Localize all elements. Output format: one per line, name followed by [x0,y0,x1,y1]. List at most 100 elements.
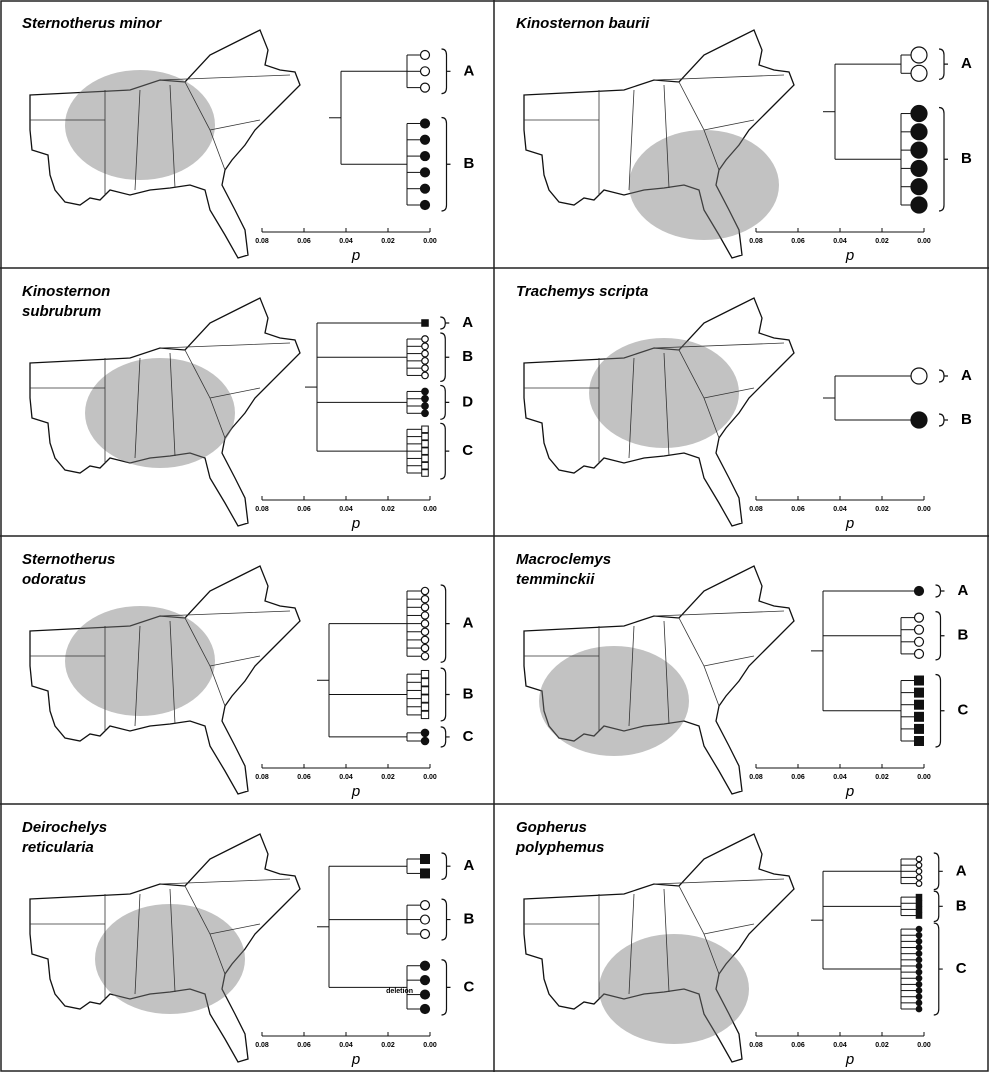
tip-symbol [421,51,430,60]
clade-bracket [441,585,450,662]
panel: Kinosternon baurii0.080.060.040.020.00pA… [516,15,972,264]
tick-label: 0.00 [917,506,931,513]
clade-label: A [464,857,475,874]
tip-symbol [916,900,922,906]
clade-bracket [440,385,449,419]
species-title: polyphemus [515,839,604,856]
tip-symbol [421,152,430,161]
tip-symbol [915,637,924,646]
tick-label: 0.08 [255,238,269,245]
tip-symbol [422,336,429,343]
range-shading [85,358,235,468]
species-title: odoratus [22,571,86,588]
clade-label: A [958,582,969,599]
tip-symbol [911,65,927,81]
panel: Gopheruspolyphemus0.080.060.040.020.00pA… [515,819,967,1068]
tip-symbol [422,448,429,455]
tick-label: 0.02 [381,1042,395,1049]
axis-label: p [351,515,360,532]
panel: Trachemys scripta0.080.060.040.020.00pAB [516,283,972,532]
clade-label: B [961,150,972,167]
tip-symbol [421,628,428,635]
clade-bracket [440,317,449,329]
tip-symbol [421,855,430,864]
tip-symbol [422,426,429,433]
tip-symbol [916,856,922,862]
tip-symbol [916,988,922,994]
species-title: temminckii [516,571,595,588]
tip-symbol [421,930,430,939]
tip-symbol [421,670,428,677]
tip-symbol [911,142,927,158]
tip-symbol [422,365,429,372]
species-title: reticularia [22,839,94,856]
tick-label: 0.02 [875,238,889,245]
tick-label: 0.04 [833,506,847,513]
tip-symbol [916,926,922,932]
tip-symbol [422,433,429,440]
tip-symbol [915,649,924,658]
clade-bracket [936,675,945,747]
species-title: Trachemys scripta [516,283,648,300]
tip-symbol [915,700,924,709]
tip-symbol [916,963,922,969]
tip-symbol [916,1006,922,1012]
tick-label: 0.06 [791,238,805,245]
tick-label: 0.02 [875,1042,889,1049]
tip-symbol [916,1000,922,1006]
tick-label: 0.04 [833,1042,847,1049]
clade-label: C [956,960,967,977]
tip-symbol [915,613,924,622]
tip-symbol [911,124,927,140]
tip-symbol [421,961,430,970]
tip-symbol [916,975,922,981]
clade-bracket [440,423,449,479]
tip-symbol [916,957,922,963]
range-shading [65,70,215,180]
tip-symbol [916,869,922,875]
clade-label: C [463,728,474,745]
clade-bracket [934,891,943,921]
clade-label: C [958,702,969,719]
tip-symbol [421,695,428,702]
tick-label: 0.02 [875,506,889,513]
map [524,30,794,258]
tip-symbol [421,636,428,643]
tip-symbol [422,455,429,462]
tick-label: 0.08 [749,1042,763,1049]
tip-symbol [421,644,428,651]
clade-bracket [442,117,451,211]
tick-label: 0.06 [297,506,311,513]
clade-bracket [936,612,945,660]
map [524,298,794,526]
tip-symbol [915,587,924,596]
axis-label: p [351,247,360,264]
tick-label: 0.08 [749,506,763,513]
axis-label: p [845,1051,854,1068]
tip-symbol [911,179,927,195]
tip-symbol [421,119,430,128]
species-title: Kinosternon [22,283,110,300]
axis-label: p [845,515,854,532]
tip-symbol [915,712,924,721]
tip-symbol [421,729,428,736]
tick-label: 0.06 [297,774,311,781]
tip-symbol [422,372,429,379]
panel: Sternotherusodoratus0.080.060.040.020.00… [22,551,474,800]
clade-bracket [442,899,451,940]
axis-label: p [351,783,360,800]
tip-symbol [911,412,927,428]
clade-label: B [958,627,969,644]
tip-symbol [421,1005,430,1014]
clade-label: C [464,978,475,995]
clade-bracket [939,108,948,211]
map [524,566,794,794]
map [30,566,300,794]
clade-bracket [934,853,943,890]
tip-symbol [422,395,429,402]
tip-symbol [916,894,922,900]
tip-symbol [915,625,924,634]
clade-label: B [961,411,972,428]
tip-symbol [422,441,429,448]
